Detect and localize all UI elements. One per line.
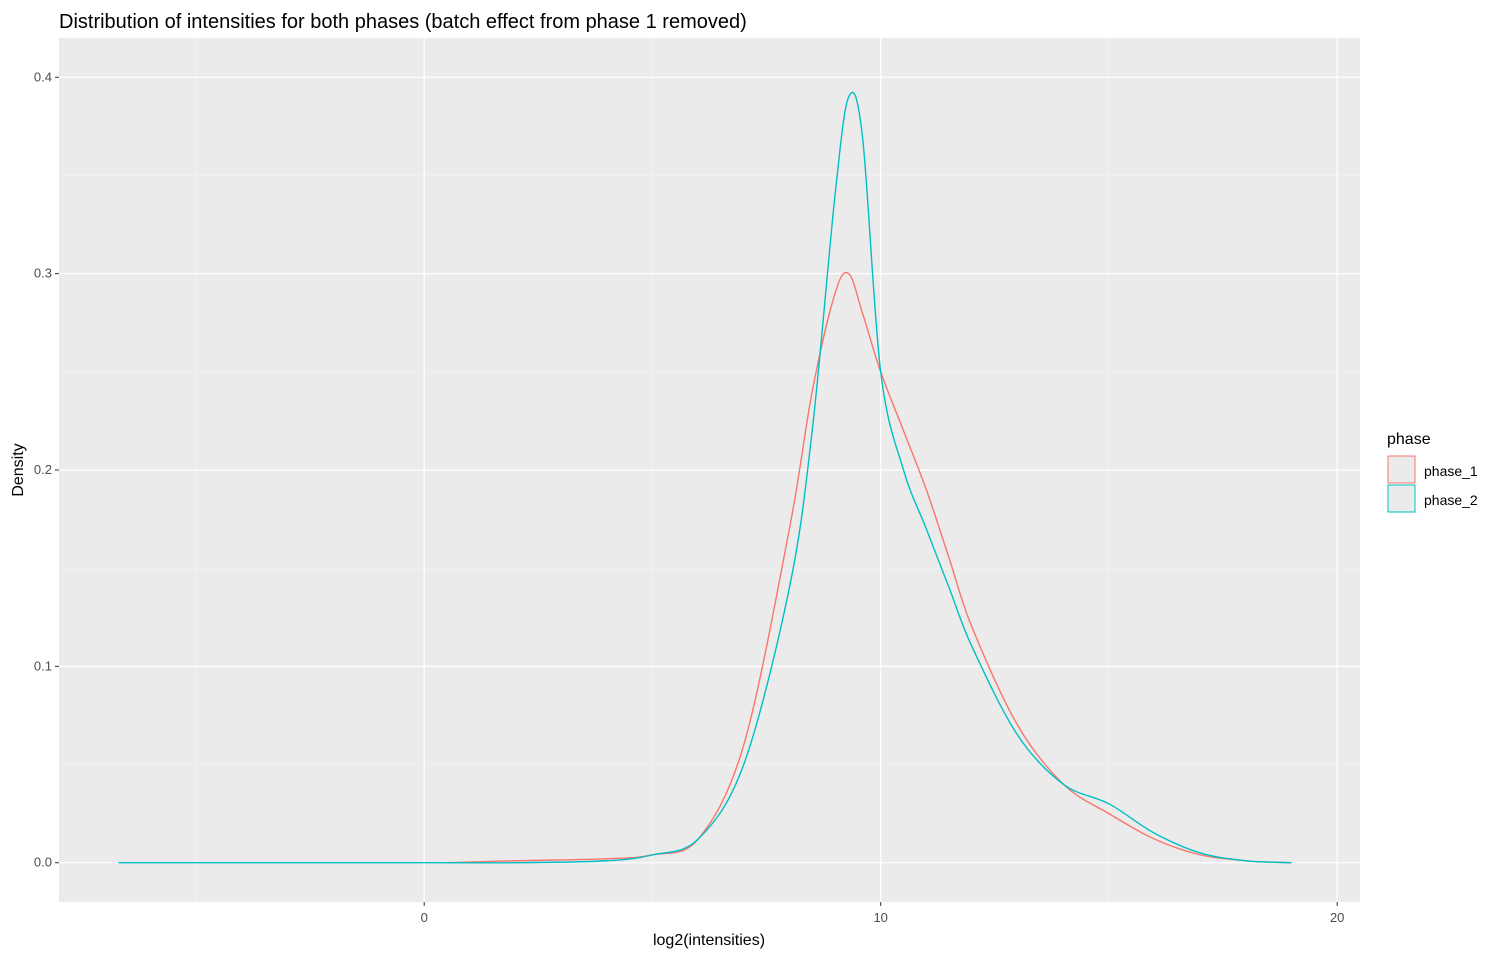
chart-title: Distribution of intensities for both pha… xyxy=(59,11,747,33)
x-tick-label: 0 xyxy=(421,910,428,925)
x-axis-title: log2(intensities) xyxy=(653,932,765,949)
y-tick-label: 0.4 xyxy=(34,69,52,84)
x-axis-tick-labels: 0 10 20 xyxy=(421,910,1345,925)
y-tick-label: 0.3 xyxy=(34,266,52,281)
x-tick-label: 10 xyxy=(873,910,887,925)
y-tick-label: 0.1 xyxy=(34,658,52,673)
legend-key-phase-2 xyxy=(1388,485,1415,512)
y-axis-tick-labels: 0.0 0.1 0.2 0.3 0.4 xyxy=(34,69,52,869)
x-tick-label: 20 xyxy=(1330,910,1344,925)
legend-key-phase-1 xyxy=(1388,456,1415,483)
legend-label-phase-1: phase_1 xyxy=(1424,463,1478,479)
legend-entry-phase-1: phase_1 xyxy=(1388,456,1478,483)
y-axis-title: Density xyxy=(10,443,27,496)
legend-entry-phase-2: phase_2 xyxy=(1388,485,1478,512)
y-tick-label: 0.0 xyxy=(34,855,52,870)
legend-title: phase xyxy=(1387,431,1431,448)
legend: phase phase_1 phase_2 xyxy=(1387,431,1478,512)
y-tick-label: 0.2 xyxy=(34,462,52,477)
legend-label-phase-2: phase_2 xyxy=(1424,492,1478,508)
